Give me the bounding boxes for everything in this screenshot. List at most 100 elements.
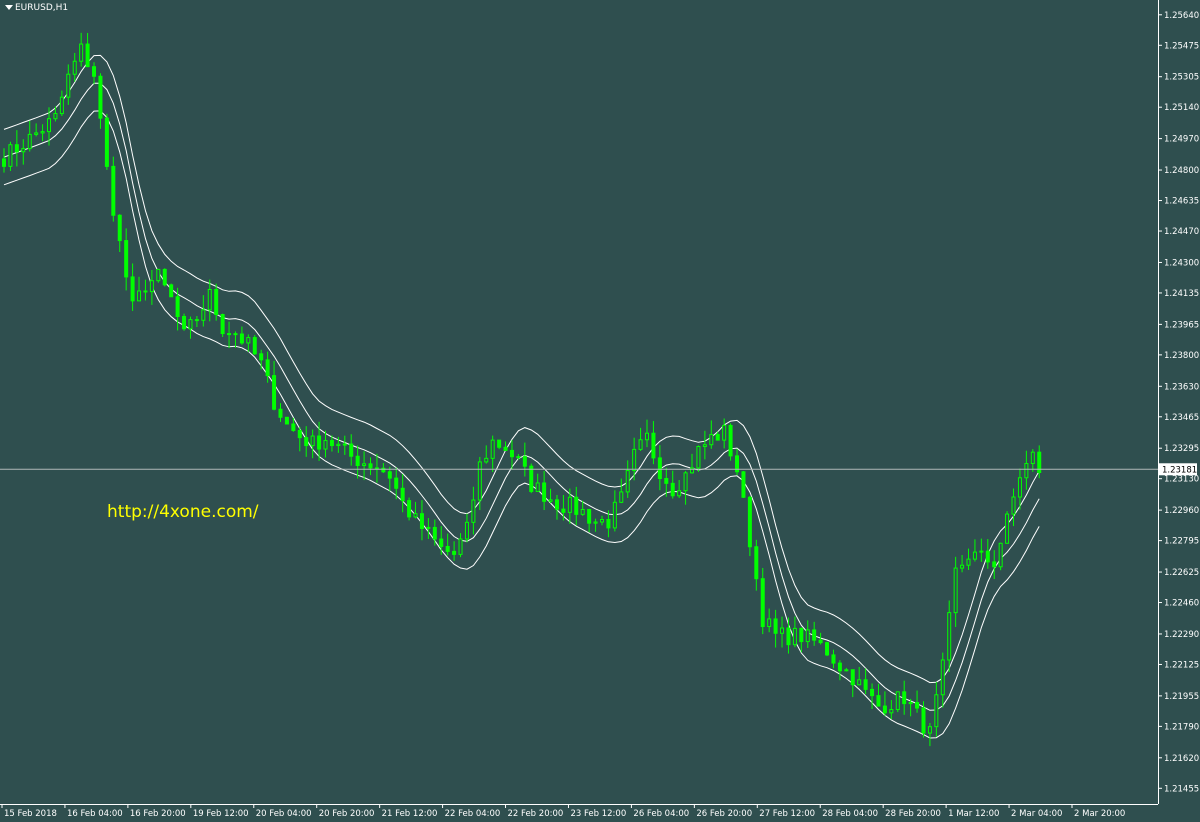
- candle-body: [349, 443, 354, 457]
- candle-body: [175, 296, 180, 317]
- candle-body: [143, 290, 148, 293]
- candle-body: [400, 487, 405, 502]
- triangle-down-icon[interactable]: [5, 5, 13, 10]
- candle-body: [522, 456, 527, 467]
- y-tick-label: 1.24300: [1164, 258, 1199, 268]
- candle-body: [651, 432, 656, 459]
- x-tick-label: 22 Feb 04:00: [445, 809, 501, 819]
- candle-body: [8, 144, 13, 167]
- candle-body: [252, 337, 257, 355]
- y-tick-label: 1.21790: [1164, 722, 1199, 732]
- x-tick-label: 20 Feb 04:00: [256, 809, 312, 819]
- candle-body: [535, 482, 540, 492]
- candle-body: [214, 288, 219, 316]
- candle-body: [265, 359, 270, 377]
- x-tick-label: 16 Feb 04:00: [67, 809, 123, 819]
- candle-body: [985, 550, 990, 563]
- time-axis[interactable]: 15 Feb 2018 16 Feb 04:00 16 Feb 20:00 19 Fe…: [1, 804, 1125, 819]
- x-tick-label: 15 Feb 2018: [4, 809, 57, 819]
- candle-body: [908, 702, 913, 705]
- candle-body: [471, 499, 476, 523]
- candle-body: [259, 353, 264, 361]
- y-tick-label: 1.21455: [1164, 784, 1199, 794]
- x-tick-label: 2 Mar 20:00: [1074, 809, 1125, 819]
- bollinger-bands: [3, 54, 1040, 739]
- candle-body: [837, 662, 842, 672]
- candle-body: [207, 288, 212, 311]
- candle-body: [947, 612, 952, 661]
- y-tick-label: 1.23130: [1164, 475, 1199, 485]
- candle-body: [799, 627, 804, 643]
- candle-body: [529, 465, 534, 492]
- candle-body: [612, 501, 617, 529]
- candle-body: [149, 280, 154, 293]
- candle-body: [310, 435, 315, 447]
- candle-body: [992, 561, 997, 568]
- y-tick-label: 1.22290: [1164, 630, 1199, 640]
- candle-body: [516, 456, 521, 459]
- candle-body: [972, 551, 977, 560]
- candle-body: [747, 496, 752, 548]
- current-price-badge: [1159, 463, 1197, 476]
- candle-body: [638, 439, 643, 450]
- candle-body: [2, 158, 6, 167]
- candle-body: [169, 284, 174, 298]
- candle-body: [272, 375, 277, 410]
- candle-body: [741, 471, 746, 498]
- candle-body: [979, 550, 984, 553]
- y-tick-label: 1.22125: [1164, 660, 1199, 670]
- candle-body: [284, 416, 289, 425]
- candle-body: [645, 432, 649, 441]
- candle-body: [66, 73, 71, 98]
- x-tick-label: 27 Feb 12:00: [759, 809, 815, 819]
- candle-body: [722, 424, 727, 441]
- y-tick-label: 1.22625: [1164, 568, 1199, 578]
- candle-body: [278, 408, 283, 418]
- candle-body: [374, 467, 379, 470]
- candle-body: [21, 148, 26, 153]
- candle-body: [754, 546, 759, 580]
- candle-body: [760, 578, 765, 628]
- candle-body: [542, 482, 547, 502]
- y-tick-label: 1.23295: [1164, 444, 1199, 454]
- y-tick-label: 1.23800: [1164, 351, 1199, 361]
- candle-body: [632, 448, 637, 472]
- candle-body: [773, 618, 778, 634]
- y-tick-label: 1.25305: [1164, 73, 1199, 83]
- price-axis[interactable]: 1.25640 1.25475 1.25305 1.25140 1.24970 1.248…: [1158, 11, 1199, 795]
- candle-body: [895, 691, 900, 711]
- candle-body: [702, 444, 707, 448]
- candle-body: [227, 333, 232, 336]
- candle-body: [477, 461, 482, 501]
- candle-body: [619, 491, 624, 503]
- y-tick-label: 1.25475: [1164, 41, 1199, 51]
- candle-body: [14, 144, 19, 153]
- candle-body: [599, 518, 604, 523]
- y-tick-label: 1.25640: [1164, 11, 1199, 21]
- candle-body: [882, 705, 887, 714]
- x-tick-label: 26 Feb 20:00: [696, 809, 752, 819]
- candle-body: [953, 567, 958, 614]
- candle-body: [439, 538, 444, 547]
- candle-body: [554, 499, 559, 510]
- candle-body: [940, 659, 945, 696]
- candle-body: [362, 463, 367, 466]
- chart-symbol-header[interactable]: EURUSD,H1: [5, 3, 68, 13]
- candle-body: [182, 315, 187, 330]
- candle-body: [445, 545, 450, 552]
- candle-body: [490, 439, 495, 459]
- x-tick-label: 28 Feb 04:00: [822, 809, 878, 819]
- candle-body: [696, 446, 701, 469]
- candle-body: [503, 446, 508, 451]
- candle-body: [876, 695, 881, 707]
- candle-body: [464, 521, 469, 540]
- candle-body: [27, 133, 32, 150]
- candle-body: [786, 627, 791, 646]
- candle-body: [818, 639, 823, 644]
- candle-body: [715, 434, 720, 441]
- candle-body: [201, 309, 206, 321]
- middle-band-line: [3, 82, 1040, 711]
- y-tick-label: 1.24135: [1164, 289, 1199, 299]
